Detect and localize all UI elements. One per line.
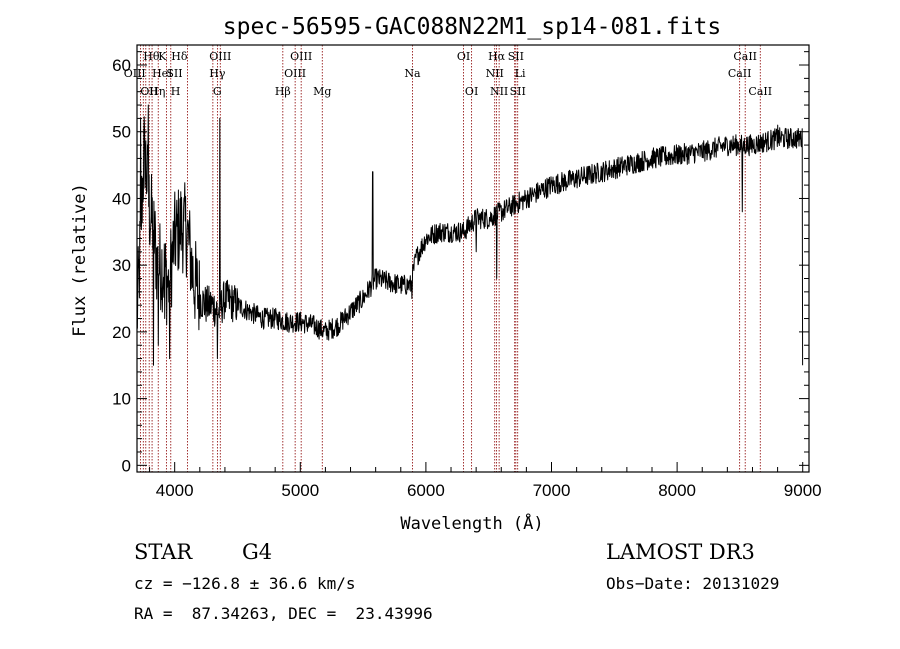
y-axis-ticks: 0 10 20 30 40 50 60: [112, 51, 809, 475]
line-label: Mg: [313, 85, 331, 98]
line-label: Hθ: [143, 50, 160, 63]
x-tick-label: 4000: [156, 481, 194, 500]
line-label: OIII: [209, 50, 231, 63]
x-tick-label: 8000: [658, 481, 696, 500]
line-label: K: [158, 50, 167, 63]
chart-title: spec-56595-GAC088N22M1_sp14-081.fits: [223, 14, 722, 40]
x-tick-label: 5000: [281, 481, 319, 500]
line-label: Hγ: [209, 67, 226, 80]
line-label: OIII: [290, 50, 312, 63]
survey-name: LAMOST DR3: [606, 540, 755, 564]
line-label: Li: [515, 67, 526, 80]
ra-dec-coordinates: RA = 87.34263, DEC = 23.43996: [134, 604, 433, 623]
spectrum-series-line: [136, 104, 804, 366]
y-tick-label: 50: [112, 123, 131, 142]
line-label: OIII: [124, 67, 146, 80]
object-subclass: G4: [242, 540, 273, 564]
x-tick-label: 9000: [784, 481, 822, 500]
line-label: SII: [166, 67, 182, 80]
line-label: OI: [465, 85, 478, 98]
line-label: SII: [508, 50, 524, 63]
line-label: Na: [404, 67, 421, 80]
x-axis-ticks: 4000 5000 6000 7000 8000 9000: [149, 462, 822, 500]
line-label: OII: [140, 85, 158, 98]
line-label: CaII: [728, 67, 752, 80]
line-label: NII: [486, 67, 504, 80]
y-tick-label: 10: [112, 390, 131, 409]
x-axis-label: Wavelength (Å): [400, 512, 543, 534]
spectral-line-labels: OIIHθOIIIHηHeIKSIIHHδGHγOIIIHβOIIIOIIIMg…: [124, 50, 772, 98]
redshift-velocity: cz = −126.8 ± 36.6 km/s: [134, 574, 356, 593]
line-label: Hδ: [171, 50, 188, 63]
line-label: NII: [490, 85, 508, 98]
spectral-line-markers: [139, 45, 761, 472]
y-tick-label: 30: [112, 256, 131, 275]
line-label: CaII: [733, 50, 757, 63]
line-label: OIII: [284, 67, 306, 80]
y-axis-label: Flux (relative): [70, 183, 90, 337]
y-tick-label: 20: [112, 323, 131, 342]
x-tick-label: 6000: [407, 481, 445, 500]
object-class: STAR: [134, 540, 193, 564]
y-tick-label: 40: [112, 189, 131, 208]
y-tick-label: 60: [112, 56, 131, 75]
line-label: OI: [457, 50, 470, 63]
line-label: SII: [510, 85, 526, 98]
line-label: Hβ: [275, 85, 291, 98]
line-label: Hη: [149, 85, 165, 98]
line-label: Hα: [488, 50, 506, 63]
observation-date: Obs−Date: 20131029: [606, 574, 780, 593]
line-label: H: [171, 85, 181, 98]
x-tick-label: 7000: [533, 481, 571, 500]
y-tick-label: 0: [122, 456, 131, 475]
plot-frame: [136, 44, 810, 473]
line-label: CaII: [748, 85, 772, 98]
line-label: G: [213, 85, 222, 98]
line-label: HeI: [152, 67, 172, 80]
